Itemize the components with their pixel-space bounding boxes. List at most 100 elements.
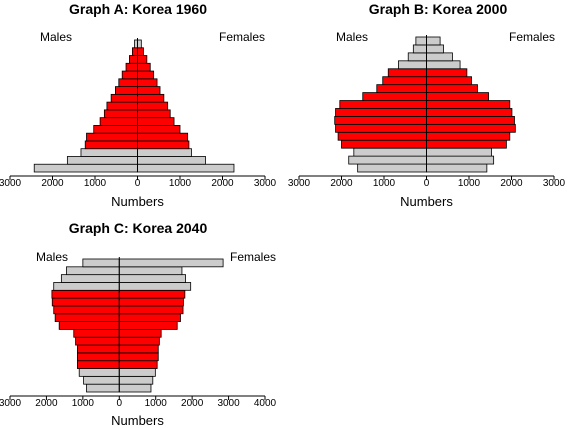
female-bar [137,62,151,72]
female-bar [137,78,158,87]
male-bar [106,101,138,111]
female-bar [118,329,162,338]
female-bar [426,60,461,70]
x-tick-label: 3000 [0,178,22,189]
x-tick-label: 1000 [84,178,107,189]
x-tick-label: 2000 [500,178,523,189]
x-tick-label: 2000 [35,398,58,409]
pyramid-panel-2: 3000 2000 1000 0 1000 2000 3000 Graph B: Korea … [288,1,566,209]
male-bar [76,352,120,362]
female-bar [118,297,184,307]
male-bar [51,297,120,307]
males-label: Males [336,30,368,44]
female-bar [426,68,468,78]
female-bar [118,266,183,276]
female-bar [118,321,178,330]
female-bar [137,86,161,95]
pyramid-panel-1: 3000 2000 1000 0 1000 2000 3000 Graph A: Korea … [0,1,277,209]
female-bar [118,344,159,354]
female-bar [137,140,190,150]
male-bar [339,100,427,109]
male-bar [387,68,427,78]
female-bar [137,156,206,165]
female-bar [118,352,159,362]
x-tick-label: 2000 [41,178,64,189]
female-bar [426,84,478,93]
female-bar [137,109,171,119]
females-label: Females [219,30,265,44]
chart-title: Graph C: Korea 2040 [69,220,208,236]
female-bar [118,274,186,283]
x-tick-label: 2000 [211,178,234,189]
chart-title: Graph B: Korea 2000 [369,1,508,17]
female-bar [137,93,165,103]
male-bar [73,329,120,338]
female-bar [426,100,511,109]
male-bar [398,60,427,70]
x-tick-label: 1000 [373,178,396,189]
male-bar [66,156,138,165]
female-bar [137,101,169,111]
female-bar [426,163,488,173]
male-bar [75,336,120,346]
x-tick-label: 1000 [169,178,192,189]
male-bar [115,86,138,95]
x-tick-label: 3000 [0,398,22,409]
male-bar [125,62,138,72]
female-bar [426,116,515,125]
female-bar [118,289,186,299]
male-bar [76,344,120,354]
female-bar [426,108,513,117]
x-tick-label: 3000 [288,178,311,189]
male-bar [78,368,120,377]
female-bar [118,375,154,385]
x-axis-label: Numbers [111,413,164,428]
female-bar [137,125,181,134]
male-bar [76,360,120,369]
chart-title: Graph A: Korea 1960 [69,1,207,17]
female-bar [426,92,489,101]
x-tick-label: 3000 [217,398,240,409]
male-bar [337,131,427,141]
male-bar [129,55,138,64]
female-bar [426,147,492,157]
female-bar [137,163,235,173]
x-tick-label: 1000 [145,398,168,409]
female-bar [137,70,155,80]
male-bar [53,282,120,291]
female-bar [118,383,152,393]
male-bar [103,109,138,119]
x-tick-label: 0 [135,178,141,189]
female-bar [426,131,511,141]
male-bar [415,36,427,46]
male-bar [412,44,427,54]
female-bar [426,76,472,86]
female-bar [426,139,507,149]
male-bar [376,84,427,93]
male-bar [86,132,138,142]
male-bar [82,258,120,268]
female-bar [118,360,158,369]
male-bar [353,147,427,157]
female-bar [137,148,192,157]
females-label: Females [509,30,555,44]
male-bar [131,47,138,56]
female-bar [118,368,156,377]
females-label: Females [230,250,276,264]
x-tick-label: 4000 [254,398,277,409]
female-bar [426,36,441,46]
male-bar [33,163,138,173]
x-tick-label: 0 [424,178,430,189]
female-bar [137,47,144,56]
male-bar [66,266,120,276]
male-bar [118,78,138,87]
female-bar [426,52,453,62]
female-bar [118,313,181,322]
male-bar [51,289,120,299]
male-bar [99,117,138,126]
male-bar [407,52,427,62]
male-bar [341,139,427,149]
male-bar [86,383,120,393]
male-bar [54,313,120,322]
